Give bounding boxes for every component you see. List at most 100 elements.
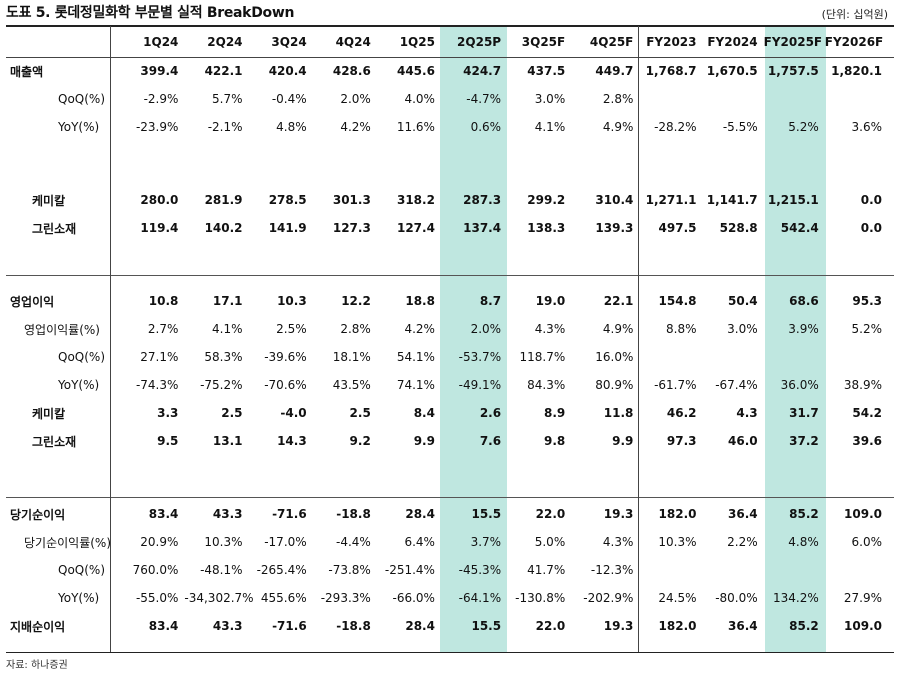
table-cell: 83.4 (148, 619, 179, 633)
table-cell: 4.1% (212, 322, 243, 336)
table-cell: 31.7 (789, 406, 819, 420)
table-cell: 2.5% (276, 322, 307, 336)
table-cell: -39.6% (264, 350, 307, 364)
row-label: QoQ(%) (58, 563, 105, 577)
table-cell: 46.2 (666, 406, 697, 420)
table-cell: -64.1% (458, 591, 502, 605)
table-cell: 68.6 (789, 294, 819, 308)
table-cell: 422.1 (204, 64, 243, 78)
table-cell: 1,215.1 (767, 193, 819, 207)
table-cell: -73.8% (328, 563, 371, 577)
table-row: QoQ(%) 760.0% -48.1% -265.4% -73.8% -251.4% -4… (6, 556, 888, 584)
table-cell: 455.6% (260, 591, 307, 605)
table-cell: 19.3 (603, 619, 634, 633)
table-cell: -67.4% (715, 378, 758, 392)
table-cell: 12.2 (341, 294, 371, 308)
table-cell: 50.4 (728, 294, 758, 308)
table-row: 케미칼 3.3 2.5 -4.0 2.5 8.4 2.6 8.9 11.8 46.2 4.3 31.7… (6, 399, 888, 427)
table-cell (764, 343, 825, 371)
table-cell: 15.5 (471, 507, 502, 521)
table-cell: 10.8 (148, 294, 179, 308)
table-row: YoY(%) -23.9% -2.1% 4.8% 4.2% 11.6% 0.6% 4.1% 4.… (6, 113, 888, 141)
spacer-row (6, 141, 888, 186)
table-cell: -71.6 (272, 619, 307, 633)
table-row: 그린소재 119.4 140.2 141.9 127.3 127.4 137.4 138.3 1… (6, 214, 888, 242)
column-header: 3Q24 (271, 34, 307, 49)
table-cell: 127.4 (396, 221, 435, 235)
table-cell: 4.8% (788, 535, 819, 549)
table-cell: 95.3 (852, 294, 882, 308)
table-cell (825, 556, 888, 584)
table-cell: 10.3% (658, 535, 697, 549)
table-cell: 278.5 (268, 193, 307, 207)
table-cell: 299.2 (527, 193, 566, 207)
header-rule (6, 57, 894, 58)
table-cell: 9.2 (349, 434, 371, 448)
table-cell: -17.0% (264, 535, 307, 549)
spacer-cell (6, 455, 888, 500)
table-cell: 74.1% (396, 378, 435, 392)
table-row: 영업이익률(%) 2.7% 4.1% 2.5% 2.8% 4.2% 2.0% 4.3% 4.9%… (6, 315, 888, 343)
table-cell: 28.4 (405, 619, 435, 633)
table-cell: -2.1% (207, 120, 243, 134)
table-cell: -293.3% (320, 591, 371, 605)
row-label: QoQ(%) (58, 350, 105, 364)
table-cell: 43.5% (332, 378, 371, 392)
table-cell: -66.0% (392, 591, 435, 605)
table-cell: 542.4 (780, 221, 819, 235)
table-cell: 7.6 (479, 434, 502, 448)
table-cell: 3.7% (470, 535, 502, 549)
table-cell: 38.9% (843, 378, 882, 392)
table-cell: 85.2 (789, 619, 819, 633)
table-cell (764, 556, 825, 584)
table-cell: 445.6 (396, 64, 435, 78)
table-cell: 58.3% (204, 350, 243, 364)
unit-label: (단위: 십억원) (821, 8, 888, 21)
table-cell: 2.7% (147, 322, 179, 336)
row-label: 지배순이익 (10, 619, 66, 634)
table-cell: 10.3% (204, 535, 243, 549)
table-row: YoY(%) -74.3% -75.2% -70.6% 43.5% 74.1% -49.1%… (6, 371, 888, 399)
column-header: FY2024 (707, 34, 758, 49)
table-cell (703, 343, 764, 371)
table-cell: 5.2% (851, 322, 883, 336)
row-label: YoY(%) (58, 378, 100, 392)
table-cell: 301.3 (332, 193, 371, 207)
table-cell: 4.9% (602, 322, 634, 336)
table-cell: 4.3 (736, 406, 758, 420)
table-cell: 17.1 (212, 294, 243, 308)
table-cell: 28.4 (405, 507, 435, 521)
table-cell: 0.6% (470, 120, 502, 134)
table-cell: 281.9 (204, 193, 243, 207)
table-cell: 134.2% (773, 591, 819, 605)
table-cell (639, 85, 702, 113)
row-label: 케미칼 (32, 406, 66, 421)
highlight-fy2025f (765, 26, 826, 652)
table-cell: -5.5% (722, 120, 758, 134)
table-cell: 137.4 (463, 221, 502, 235)
table-cell: 15.5 (471, 619, 502, 633)
row-label: 그린소재 (32, 221, 77, 236)
table-cell: 37.2 (789, 434, 819, 448)
table-cell: 39.6 (852, 434, 882, 448)
table-cell: 4.0% (404, 92, 435, 106)
table-cell: 3.3 (157, 406, 179, 420)
table-cell: 83.4 (148, 507, 179, 521)
table-cell: 19.0 (535, 294, 566, 308)
table-cell: -28.2% (654, 120, 697, 134)
table-cell: -18.8 (336, 619, 371, 633)
table-cell: 84.3% (527, 378, 566, 392)
column-header: 2Q25P (457, 34, 502, 49)
table-cell: 4.3% (602, 535, 634, 549)
section-rule-net (6, 497, 894, 498)
table-cell: 46.0 (728, 434, 758, 448)
table-cell: 310.4 (595, 193, 634, 207)
table-cell: 424.7 (463, 64, 502, 78)
table-cell: 11.8 (603, 406, 634, 420)
row-label: 케미칼 (32, 193, 66, 208)
table-cell: 127.3 (332, 221, 371, 235)
table-cell: 85.2 (789, 507, 819, 521)
source-note: 자료: 하나증권 (6, 660, 68, 671)
table-cell: -4.0 (280, 406, 307, 420)
spacer-cell (6, 242, 888, 287)
